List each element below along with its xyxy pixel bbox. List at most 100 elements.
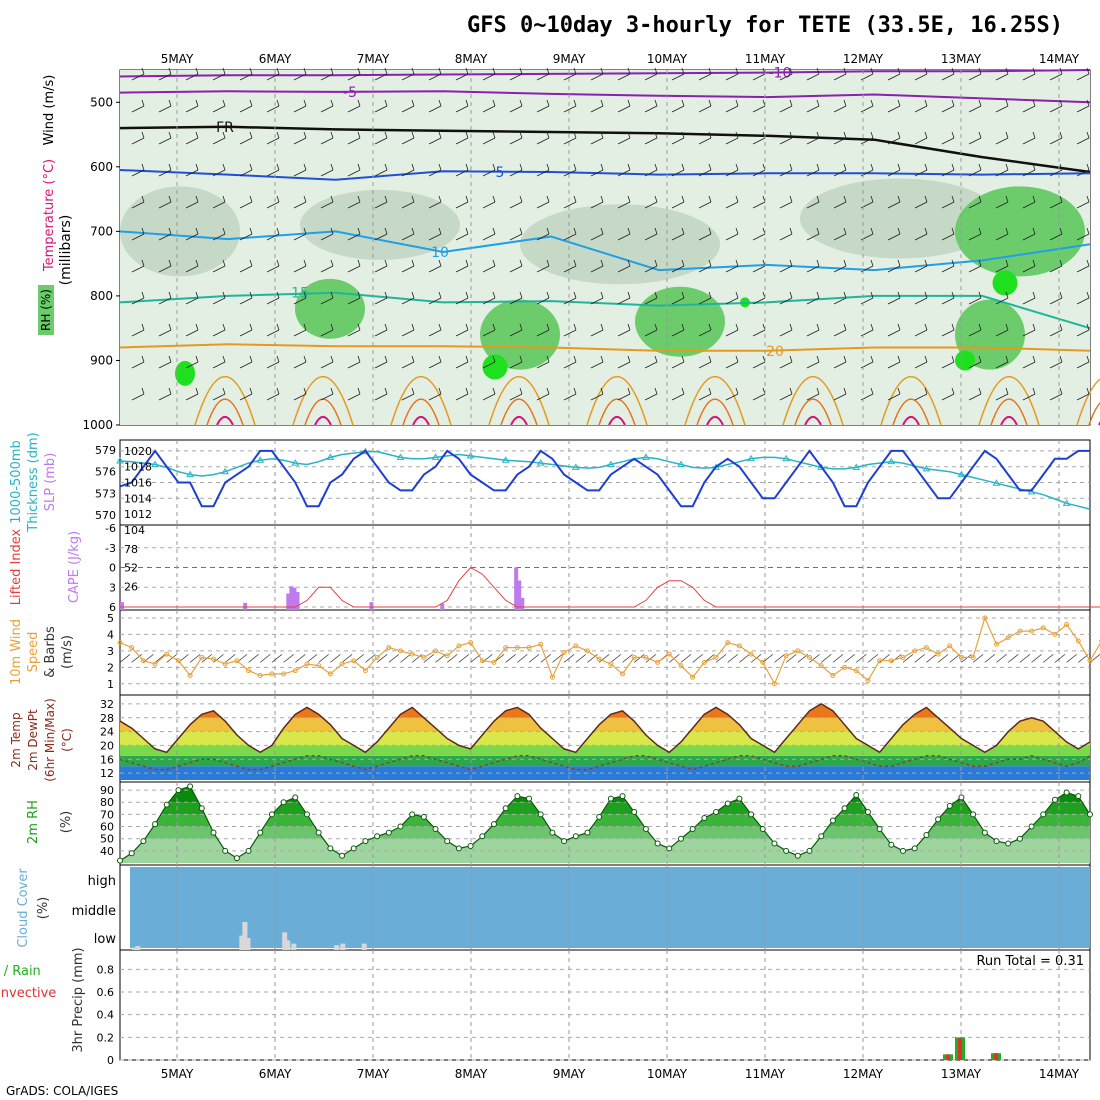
wind-speed-point xyxy=(666,651,672,657)
temp-contour-20 xyxy=(119,343,1091,352)
wind-barb xyxy=(249,195,253,203)
wind-barb xyxy=(401,393,415,401)
wind-speed-point xyxy=(1017,628,1023,634)
wind-barb xyxy=(924,67,928,75)
wind-barb xyxy=(1076,393,1090,401)
wind-barb xyxy=(816,227,820,235)
rh-point xyxy=(748,811,755,818)
wind-barb xyxy=(347,201,361,209)
panel-label: 10m Wind xyxy=(9,619,24,685)
wind-barb xyxy=(509,233,523,241)
wind-barb xyxy=(347,233,361,241)
wind-barb xyxy=(509,73,523,81)
wind-barb xyxy=(1005,227,1009,235)
wind-barb xyxy=(1032,355,1036,363)
wind-barb xyxy=(681,259,685,267)
wind-barb xyxy=(141,195,145,203)
wind-barb xyxy=(276,195,280,203)
cape-bar xyxy=(520,597,525,610)
wind-barb xyxy=(492,323,496,331)
wind-barb xyxy=(573,323,577,331)
thickness-point xyxy=(957,470,966,478)
wind-barb xyxy=(519,67,523,75)
wind-barb xyxy=(185,361,199,369)
wind-barb xyxy=(347,361,361,369)
rh-point xyxy=(689,825,696,832)
wind-barb xyxy=(806,105,820,113)
wind-barb xyxy=(276,99,280,107)
wind-barb xyxy=(897,291,901,299)
wind-barb xyxy=(222,323,226,331)
wind-barb xyxy=(438,387,442,395)
wind-barb xyxy=(1076,265,1090,273)
wind-barb xyxy=(428,265,442,273)
wind-barb xyxy=(843,99,847,107)
wind-barb xyxy=(374,361,388,369)
wind-barb xyxy=(276,163,280,171)
wind-barb xyxy=(978,99,982,107)
wind-barb xyxy=(357,195,361,203)
wind-barb xyxy=(887,105,901,113)
temp-30-contour xyxy=(902,415,920,426)
rh-point xyxy=(455,845,462,852)
rh-contour-region xyxy=(520,204,720,285)
wind-barb xyxy=(833,73,847,81)
y-tick-label: 40 xyxy=(100,845,114,858)
wind-barb xyxy=(347,297,361,305)
wind-barb xyxy=(131,297,145,305)
rh-point xyxy=(479,833,486,840)
wind-barb xyxy=(600,323,604,331)
wind-barb xyxy=(505,654,516,663)
wind-barb xyxy=(789,195,793,203)
cape-bar xyxy=(286,593,291,610)
wind-barb xyxy=(654,131,658,139)
wind-barb xyxy=(914,137,928,145)
wind-barb xyxy=(951,131,955,139)
rh-point xyxy=(993,838,1000,845)
wind-barb xyxy=(870,67,874,75)
wind-barb xyxy=(141,99,145,107)
rh-point xyxy=(736,795,743,802)
wind-barb xyxy=(411,355,415,363)
wind-speed-point xyxy=(678,663,684,669)
wind-barb xyxy=(283,654,294,663)
wind-speed-line xyxy=(119,616,1100,686)
wind-barb xyxy=(698,169,712,177)
wind-barb xyxy=(779,393,793,401)
wind-barb xyxy=(972,654,984,663)
wind-barb xyxy=(789,291,793,299)
wind-barb xyxy=(374,201,388,209)
wind-barb xyxy=(168,291,172,299)
y-tick-label: 0.6 xyxy=(97,986,115,999)
wind-barb xyxy=(428,297,442,305)
wind-barb xyxy=(428,73,442,81)
wind-barb xyxy=(752,137,766,145)
wind-barb xyxy=(1086,355,1090,363)
wind-barb xyxy=(249,323,253,331)
wind-barb xyxy=(644,201,658,209)
wind-barb xyxy=(914,361,928,369)
wind-barb xyxy=(887,361,901,369)
wind-barb xyxy=(212,169,226,177)
wind-barb xyxy=(266,169,280,177)
rh-point xyxy=(759,825,766,832)
temp-30-contour xyxy=(314,415,332,426)
panel-label: 2m Temp xyxy=(9,712,23,767)
wind-barb xyxy=(924,131,928,139)
wind-barb xyxy=(401,73,415,81)
wind-barb xyxy=(295,654,306,663)
wind-barb xyxy=(816,67,820,75)
y-tick-label: 5 xyxy=(107,612,114,625)
wind-barb xyxy=(212,393,226,401)
wind-barb xyxy=(131,233,145,241)
wind-barb xyxy=(725,233,739,241)
wind-barb xyxy=(995,265,1009,273)
wind-barb xyxy=(887,73,901,81)
wind-barb xyxy=(617,297,631,305)
panel-label: (%) xyxy=(36,897,51,920)
wind-barb xyxy=(978,291,982,299)
wind-barb xyxy=(951,259,955,267)
wind-barb xyxy=(195,99,199,107)
wind-barb xyxy=(195,291,199,299)
wind-barb xyxy=(995,105,1009,113)
